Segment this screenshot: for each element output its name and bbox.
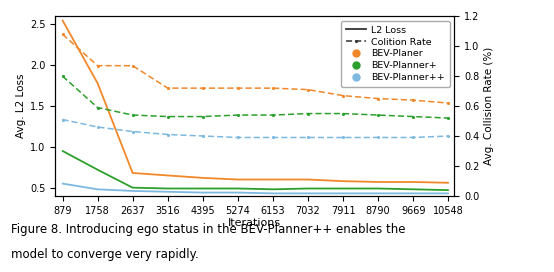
Text: Figure 8. Introducing ego status in the BEV-Planner++ enables the: Figure 8. Introducing ego status in the … xyxy=(11,223,406,236)
X-axis label: Iterations: Iterations xyxy=(228,218,281,228)
Y-axis label: Avg. Collision Rate (%): Avg. Collision Rate (%) xyxy=(484,47,494,165)
Y-axis label: Avg. L2 Loss: Avg. L2 Loss xyxy=(16,74,26,138)
Legend: L2 Loss, Colition Rate, BEV-Planer, BEV-Planner+, BEV-Planner++: L2 Loss, Colition Rate, BEV-Planer, BEV-… xyxy=(341,21,449,87)
Text: model to converge very rapidly.: model to converge very rapidly. xyxy=(11,248,199,261)
